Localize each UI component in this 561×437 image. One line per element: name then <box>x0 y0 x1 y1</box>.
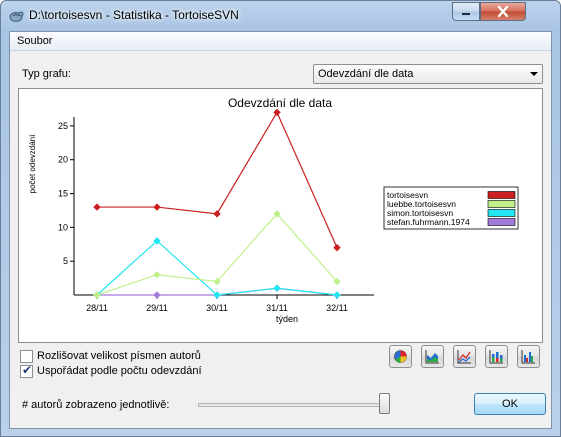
data-point-simon.tortoisesvn <box>153 237 161 245</box>
area-chart-icon <box>425 350 439 364</box>
data-point-tortoisesvn <box>273 108 281 117</box>
menu-soubor[interactable]: Soubor <box>17 35 53 47</box>
x-tick-label: 31/11 <box>266 303 288 313</box>
legend-label: luebbe.tortoisesvn <box>387 199 456 209</box>
checkmark-icon: ✔ <box>22 363 33 377</box>
pie-chart-button[interactable] <box>389 345 412 368</box>
legend-swatch <box>487 218 516 226</box>
authors-slider-track[interactable] <box>198 403 388 407</box>
legend-swatch <box>487 209 516 217</box>
data-point-luebbe.tortoisesvn <box>153 271 161 279</box>
close-button[interactable] <box>480 2 526 21</box>
sort-by-commits-checkbox[interactable]: ✔ <box>20 363 33 378</box>
menu-bar: Soubor <box>10 32 551 51</box>
minimize-button[interactable] <box>452 2 480 21</box>
data-point-simon.tortoisesvn <box>213 291 221 299</box>
y-tick-label: 20 <box>58 155 68 165</box>
title-bar[interactable]: D:\tortoisesvn - Statistika - TortoiseSV… <box>1 1 560 30</box>
y-tick-label: 15 <box>58 189 68 199</box>
authors-slider-thumb[interactable] <box>379 393 390 414</box>
window-title: D:\tortoisesvn - Statistika - TortoiseSV… <box>29 8 239 22</box>
line-chart-button[interactable] <box>453 345 476 368</box>
stacked-bar-icon <box>489 350 503 364</box>
x-tick-label: 30/11 <box>206 303 228 313</box>
data-point-tortoisesvn <box>153 203 161 211</box>
graph-type-selected-value: Odevzdání dle data <box>318 68 414 80</box>
y-tick-label: 25 <box>58 121 68 131</box>
data-point-simon.tortoisesvn <box>273 284 281 292</box>
y-axis-label: počet odevzdání <box>28 134 37 193</box>
x-tick-label: 28/11 <box>86 303 108 313</box>
area-chart-button[interactable] <box>421 345 444 368</box>
data-point-luebbe.tortoisesvn <box>213 277 221 286</box>
close-icon <box>497 6 509 17</box>
data-point-tortoisesvn <box>333 243 341 252</box>
legend-label: simon.tortoisesvn <box>387 208 453 218</box>
x-axis-label: týden <box>276 314 298 324</box>
stacked-bar-chart-button[interactable] <box>485 345 508 368</box>
y-tick-label: 10 <box>58 222 68 232</box>
graph-type-select[interactable]: Odevzdání dle data <box>313 64 543 84</box>
chart-title: Odevzdání dle data <box>228 96 332 110</box>
data-point-luebbe.tortoisesvn <box>273 210 281 218</box>
case-sensitive-label: Rozlišovat velikost písmen autorů <box>37 350 201 362</box>
commits-chart: Odevzdání dle data 5 10 15 20 25 28/11 29/11 30/… <box>28 96 519 324</box>
data-point-stefan.fuhrmann.1974 <box>153 291 161 299</box>
series-line-simon.tortoisesvn <box>96 240 338 296</box>
legend-label: tortoisesvn <box>387 190 428 200</box>
legend-swatch <box>487 200 516 208</box>
authors-slider-label: # autorů zobrazeno jednotlivě: <box>22 399 170 411</box>
bar-chart-button[interactable] <box>517 345 540 368</box>
pie-chart-icon <box>394 350 407 363</box>
data-point-luebbe.tortoisesvn <box>333 277 341 286</box>
case-sensitive-checkbox[interactable] <box>20 350 33 363</box>
series-line-tortoisesvn <box>97 111 338 248</box>
data-point-luebbe.tortoisesvn <box>93 291 101 299</box>
legend-label: stefan.fuhrmann.1974 <box>387 217 470 227</box>
data-point-tortoisesvn <box>213 210 221 218</box>
minimize-icon <box>462 12 470 15</box>
chart-panel: Odevzdání dle data 5 10 15 20 25 28/11 29/11 30/… <box>18 88 543 343</box>
y-tick-label: 5 <box>63 256 68 266</box>
bar-chart-icon <box>521 350 535 364</box>
ok-button[interactable]: OK <box>474 393 546 415</box>
x-tick-label: 29/11 <box>146 303 168 313</box>
graph-type-label: Typ grafu: <box>22 68 71 80</box>
legend-swatch <box>487 191 516 199</box>
sort-by-commits-label: Uspořádat podle počtu odevzdání <box>37 365 202 377</box>
data-point-tortoisesvn <box>93 203 101 211</box>
data-point-simon.tortoisesvn <box>333 291 341 299</box>
x-tick-label: 32/11 <box>326 303 348 313</box>
dialog-client-area: Soubor Typ grafu: Odevzdání dle data Ode… <box>9 31 552 429</box>
line-chart-icon <box>457 350 471 364</box>
chevron-down-icon <box>530 72 538 76</box>
tortoisesvn-app-icon <box>9 11 24 22</box>
